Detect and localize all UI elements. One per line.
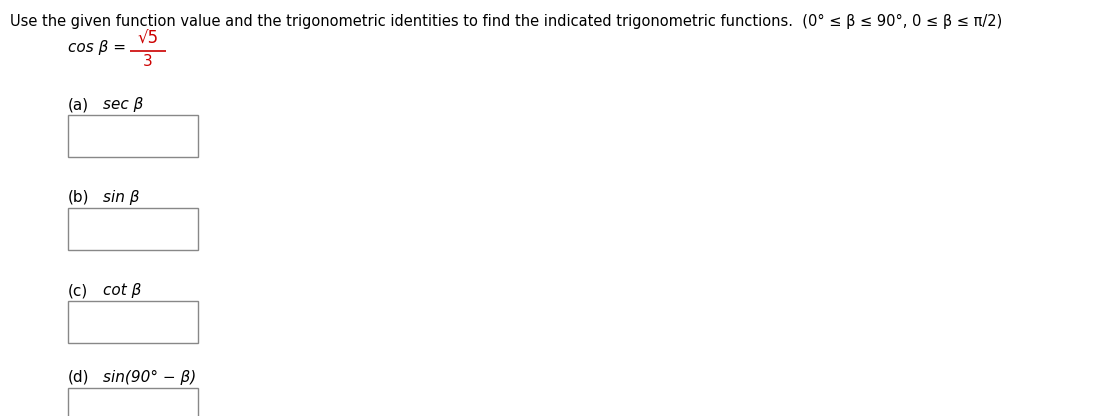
Bar: [67, 388, 198, 416]
Text: (d): (d): [67, 370, 90, 385]
Text: √5: √5: [137, 30, 158, 48]
Text: Use the given function value and the trigonometric identities to find the indica: Use the given function value and the tri…: [10, 14, 1002, 29]
Bar: [67, 115, 198, 157]
Text: (a): (a): [67, 97, 90, 112]
Text: sin β: sin β: [103, 190, 139, 205]
Text: cot β: cot β: [103, 283, 142, 298]
Text: sin(90° − β): sin(90° − β): [103, 370, 196, 385]
Text: (b): (b): [67, 190, 90, 205]
Text: 3: 3: [143, 54, 153, 69]
Text: sec β: sec β: [103, 97, 144, 112]
Bar: [67, 208, 198, 250]
Text: (c): (c): [67, 283, 88, 298]
Bar: [67, 301, 198, 343]
Text: cos β =: cos β =: [67, 40, 131, 55]
